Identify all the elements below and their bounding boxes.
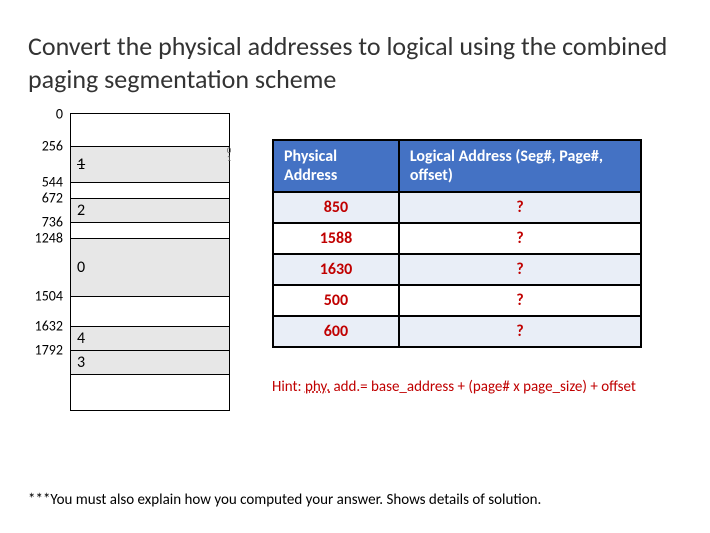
memory-address-label: 1504 <box>35 288 63 305</box>
footer-note: ***You must also explain how you compute… <box>28 491 541 509</box>
memory-address-label: 544 <box>42 174 63 191</box>
table-row: 500? <box>273 285 641 316</box>
memory-segment: 101 <box>71 146 229 182</box>
hint-text: Hint: phy. add.= base_address + (page# x… <box>272 378 682 396</box>
memory-diagram: 101 2 0 43 0 256 544672 7361248 1504 1632 1792 <box>28 109 230 411</box>
page-title: Convert the physical addresses to logica… <box>28 30 682 95</box>
memory-address-label: 0 <box>56 106 63 123</box>
cell-logical: ? <box>399 192 641 223</box>
memory-segment: 0 <box>71 238 229 296</box>
cell-logical: ? <box>399 316 641 347</box>
memory-segment <box>71 182 229 198</box>
memory-address-label: 1792 <box>35 342 63 359</box>
cell-logical: ? <box>399 223 641 254</box>
table-row: 850? <box>273 192 641 223</box>
table-row: 600? <box>273 316 641 347</box>
memory-segment <box>71 296 229 326</box>
cell-physical: 600 <box>273 316 399 347</box>
memory-segment <box>71 114 229 146</box>
cell-logical: ? <box>399 285 641 316</box>
memory-address-label: 736 <box>42 214 63 231</box>
address-table: Physical Address Logical Address (Seg#, … <box>272 139 642 348</box>
cell-physical: 850 <box>273 192 399 223</box>
cell-physical: 1588 <box>273 223 399 254</box>
memory-segment: 2 <box>71 198 229 222</box>
memory-address-label: 1248 <box>35 230 63 247</box>
memory-segment <box>71 374 229 410</box>
memory-segment: 4 <box>71 326 229 350</box>
table-row: 1630? <box>273 254 641 285</box>
table-row: 1588? <box>273 223 641 254</box>
col-logical: Logical Address (Seg#, Page#, offset) <box>399 140 641 192</box>
cell-physical: 1630 <box>273 254 399 285</box>
cell-logical: ? <box>399 254 641 285</box>
memory-segment <box>71 222 229 238</box>
memory-segment: 3 <box>71 350 229 374</box>
cell-physical: 500 <box>273 285 399 316</box>
col-physical: Physical Address <box>273 140 399 192</box>
memory-address-label: 1632 <box>35 318 63 335</box>
memory-address-label: 672 <box>42 190 63 207</box>
memory-address-label: 256 <box>42 138 63 155</box>
